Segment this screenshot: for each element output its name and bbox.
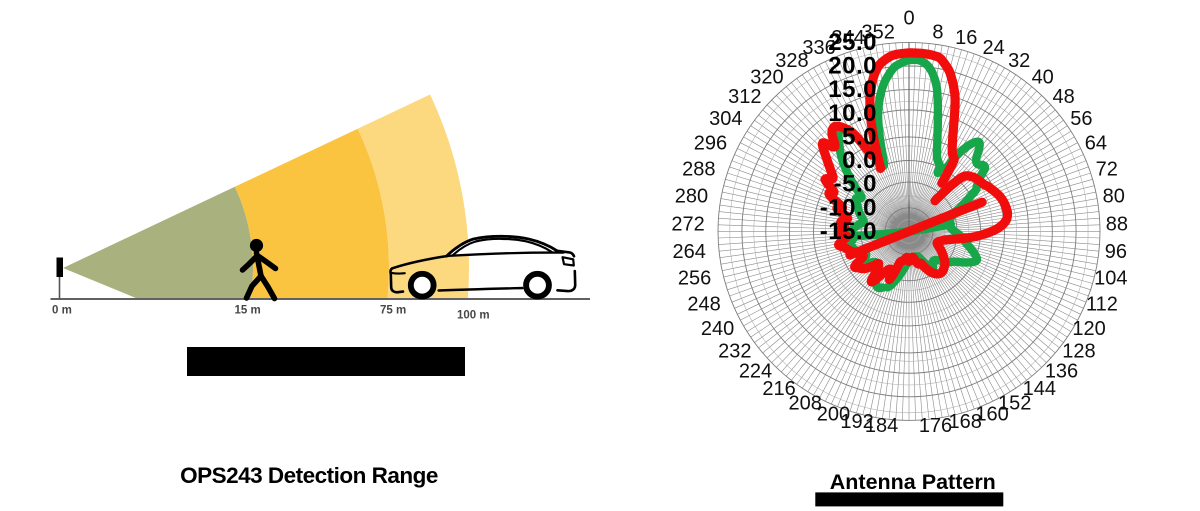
svg-text:-15.0: -15.0 bbox=[820, 218, 877, 245]
svg-text:112: 112 bbox=[1086, 293, 1118, 315]
svg-text:152: 152 bbox=[998, 393, 1031, 415]
svg-text:24: 24 bbox=[982, 37, 1004, 59]
svg-text:120: 120 bbox=[1072, 318, 1105, 340]
svg-text:128: 128 bbox=[1062, 341, 1095, 363]
svg-text:200: 200 bbox=[817, 404, 850, 426]
svg-text:240: 240 bbox=[701, 318, 734, 340]
svg-text:0 m: 0 m bbox=[52, 305, 72, 317]
svg-text:0.0: 0.0 bbox=[842, 147, 877, 174]
svg-text:160: 160 bbox=[975, 404, 1008, 426]
svg-text:Antenna Pattern: Antenna Pattern bbox=[830, 470, 996, 494]
svg-text:104: 104 bbox=[1094, 268, 1127, 290]
svg-text:OPS243 Detection Range: OPS243 Detection Range bbox=[180, 463, 438, 488]
svg-text:192: 192 bbox=[840, 411, 873, 433]
svg-text:216: 216 bbox=[762, 378, 795, 400]
svg-text:344: 344 bbox=[831, 27, 864, 49]
svg-text:208: 208 bbox=[789, 393, 822, 415]
svg-text:5.0: 5.0 bbox=[842, 123, 877, 150]
svg-text:96: 96 bbox=[1105, 241, 1127, 263]
svg-text:312: 312 bbox=[728, 86, 761, 108]
svg-text:25.0: 25.0 bbox=[828, 29, 877, 56]
svg-text:20.0: 20.0 bbox=[828, 53, 877, 80]
svg-text:304: 304 bbox=[709, 108, 742, 130]
svg-text:176: 176 bbox=[919, 415, 952, 437]
svg-text:336: 336 bbox=[802, 37, 835, 59]
svg-text:15.0: 15.0 bbox=[828, 76, 877, 103]
svg-text:32: 32 bbox=[1008, 50, 1030, 72]
svg-text:232: 232 bbox=[718, 341, 751, 363]
svg-text:56: 56 bbox=[1070, 108, 1092, 130]
svg-text:10.0: 10.0 bbox=[828, 100, 877, 127]
svg-text:15 m: 15 m bbox=[235, 305, 261, 317]
svg-text:280: 280 bbox=[675, 186, 708, 208]
svg-text:80: 80 bbox=[1103, 186, 1125, 208]
svg-text:248: 248 bbox=[687, 293, 720, 315]
svg-text:184: 184 bbox=[865, 415, 898, 437]
svg-text:75 m: 75 m bbox=[380, 305, 406, 317]
svg-text:256: 256 bbox=[678, 268, 711, 290]
svg-text:136: 136 bbox=[1045, 361, 1078, 383]
svg-text:72: 72 bbox=[1096, 158, 1118, 180]
svg-text:48: 48 bbox=[1052, 86, 1074, 108]
svg-text:320: 320 bbox=[750, 66, 783, 88]
svg-text:100 m: 100 m bbox=[457, 310, 490, 322]
svg-text:168: 168 bbox=[949, 411, 982, 433]
svg-text:40: 40 bbox=[1032, 66, 1054, 88]
svg-text:272: 272 bbox=[671, 213, 704, 235]
svg-text:88: 88 bbox=[1106, 213, 1128, 235]
svg-text:-10.0: -10.0 bbox=[820, 194, 877, 221]
svg-text:264: 264 bbox=[673, 241, 706, 263]
svg-text:64: 64 bbox=[1085, 132, 1107, 154]
svg-text:352: 352 bbox=[862, 21, 895, 43]
svg-text:328: 328 bbox=[775, 50, 808, 72]
svg-text:144: 144 bbox=[1023, 378, 1056, 400]
svg-text:0: 0 bbox=[903, 7, 914, 29]
svg-text:-5.0: -5.0 bbox=[834, 171, 877, 198]
svg-text:8: 8 bbox=[932, 21, 943, 43]
svg-text:224: 224 bbox=[739, 361, 772, 383]
svg-text:296: 296 bbox=[694, 132, 727, 154]
svg-text:16: 16 bbox=[955, 27, 977, 49]
svg-text:288: 288 bbox=[682, 158, 715, 180]
